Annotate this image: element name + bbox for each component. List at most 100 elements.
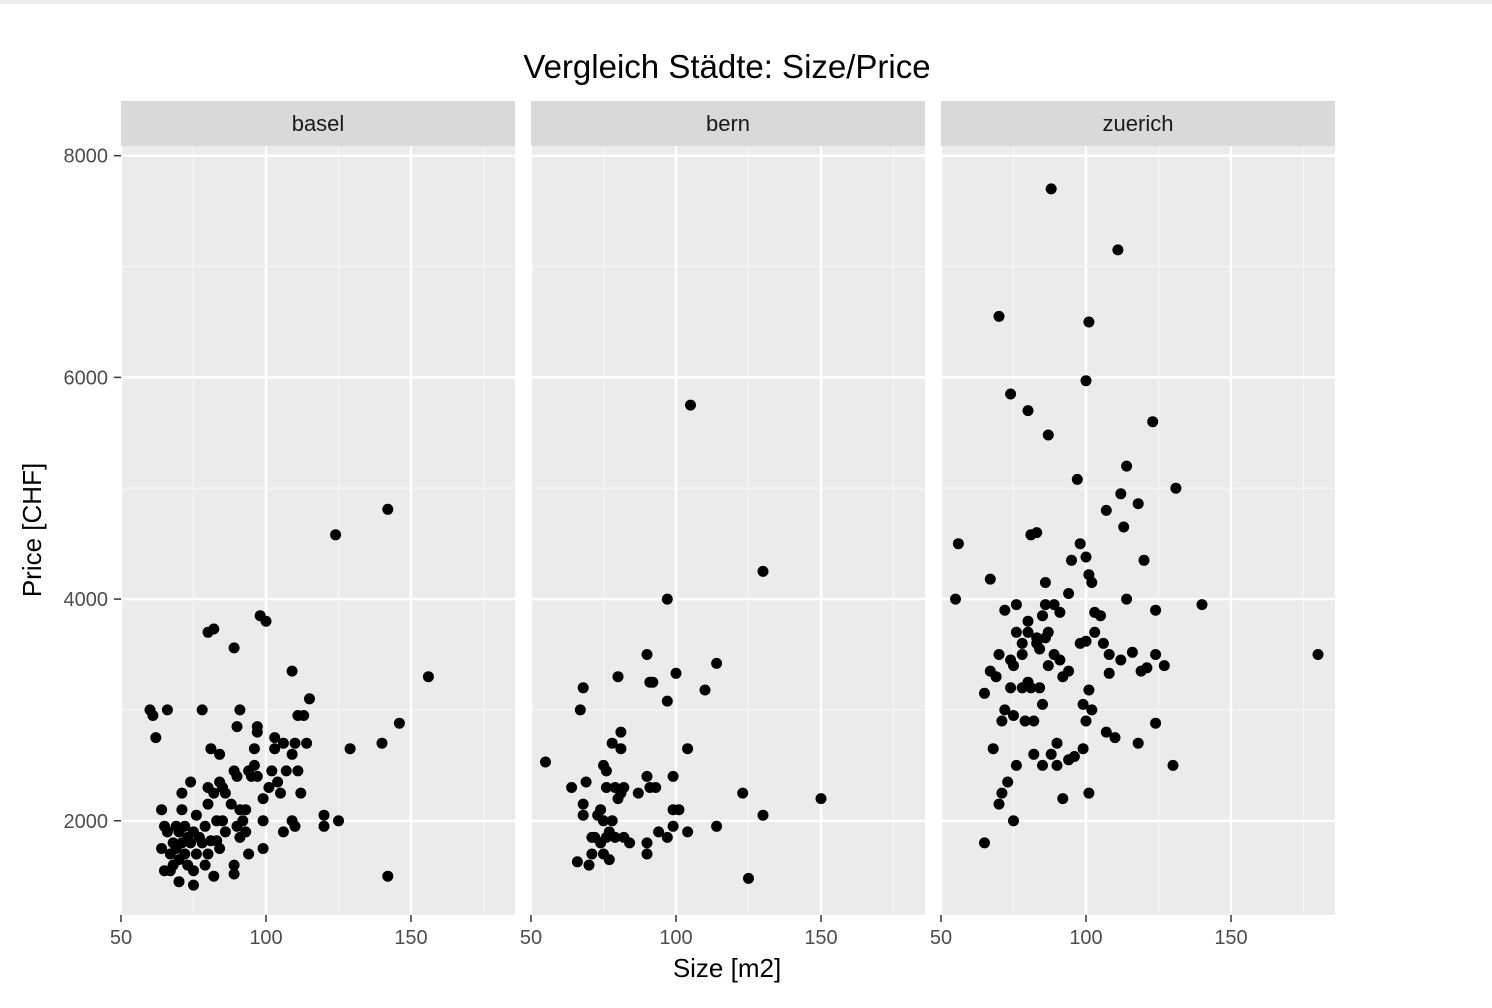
data-point	[1019, 715, 1031, 727]
data-point	[280, 765, 292, 777]
data-point	[1057, 793, 1069, 805]
data-point	[1121, 460, 1133, 472]
data-point	[318, 809, 330, 821]
data-point	[208, 870, 220, 882]
data-point	[999, 604, 1011, 616]
data-point	[1037, 698, 1048, 710]
data-point	[600, 782, 612, 793]
data-point	[699, 684, 711, 696]
data-point	[1086, 704, 1098, 716]
data-point	[1039, 599, 1051, 611]
y-tick-label: 6000	[64, 367, 109, 389]
data-point	[176, 787, 188, 799]
data-point	[228, 859, 240, 871]
data-point	[199, 820, 211, 832]
data-point	[1115, 488, 1127, 500]
data-point	[295, 787, 307, 799]
data-point	[1022, 626, 1034, 638]
data-point	[595, 804, 607, 816]
x-tick-label: 100	[659, 927, 692, 949]
data-point	[1010, 626, 1022, 638]
data-point	[1083, 316, 1095, 328]
data-point	[1089, 626, 1101, 638]
data-point	[240, 804, 252, 816]
data-point	[987, 743, 999, 755]
data-point	[190, 809, 202, 821]
data-point	[580, 776, 592, 788]
x-tick-label: 150	[394, 927, 427, 949]
data-point	[979, 837, 990, 849]
data-point	[1051, 759, 1063, 771]
data-point	[277, 826, 289, 838]
data-point	[161, 826, 173, 838]
data-point	[1103, 649, 1115, 660]
data-point	[1158, 660, 1170, 672]
data-point	[1097, 637, 1109, 649]
data-point	[179, 848, 191, 860]
x-tick-label: 50	[930, 927, 952, 949]
data-point	[993, 310, 1005, 322]
data-point	[979, 687, 990, 699]
data-point	[185, 837, 197, 849]
data-point	[393, 717, 405, 729]
data-point	[685, 399, 696, 411]
data-point	[225, 798, 237, 810]
data-point	[1147, 416, 1159, 428]
data-point	[950, 593, 961, 605]
data-point	[257, 843, 269, 854]
data-point	[190, 848, 202, 860]
data-point	[272, 776, 284, 788]
data-point	[641, 837, 653, 849]
data-point	[1100, 504, 1112, 516]
data-point	[248, 743, 260, 755]
data-point	[219, 826, 231, 838]
data-point	[993, 649, 1005, 660]
data-point	[1016, 649, 1028, 660]
data-point	[237, 815, 249, 827]
data-point	[1080, 635, 1092, 647]
data-point	[993, 798, 1005, 810]
data-point	[214, 843, 226, 854]
data-point	[996, 715, 1008, 727]
data-point	[1121, 593, 1133, 605]
data-point	[251, 770, 263, 782]
data-point	[1034, 643, 1046, 655]
data-point	[650, 782, 662, 793]
data-point	[214, 748, 226, 760]
x-tick-label: 50	[520, 927, 542, 949]
data-point	[298, 710, 310, 721]
data-point	[257, 793, 269, 805]
data-point	[208, 787, 220, 799]
data-point	[422, 671, 434, 683]
data-point	[1150, 604, 1162, 616]
data-point	[275, 787, 286, 799]
data-point	[176, 804, 188, 816]
data-point	[1031, 527, 1043, 539]
data-point	[251, 721, 263, 733]
data-point	[1066, 554, 1077, 566]
x-tick-label: 150	[1214, 927, 1247, 949]
data-point	[641, 848, 653, 860]
data-point	[1010, 599, 1022, 611]
points-basel	[144, 503, 434, 891]
data-point	[1150, 649, 1162, 660]
data-point	[1115, 654, 1127, 666]
data-point	[603, 854, 615, 866]
y-tick-label: 2000	[64, 811, 109, 833]
data-point	[577, 809, 589, 821]
data-point	[1042, 660, 1054, 672]
data-point	[199, 859, 211, 871]
data-point	[577, 798, 589, 810]
data-point	[188, 865, 199, 877]
x-tick-label: 100	[249, 927, 282, 949]
data-point	[156, 843, 168, 854]
data-point	[737, 787, 749, 799]
data-point	[330, 529, 342, 541]
data-point	[1042, 429, 1054, 441]
data-point	[257, 815, 269, 827]
data-point	[1045, 183, 1057, 195]
x-tick-label: 50	[110, 927, 132, 949]
data-point	[571, 856, 583, 868]
data-point	[1022, 615, 1034, 627]
data-point	[1039, 577, 1051, 588]
